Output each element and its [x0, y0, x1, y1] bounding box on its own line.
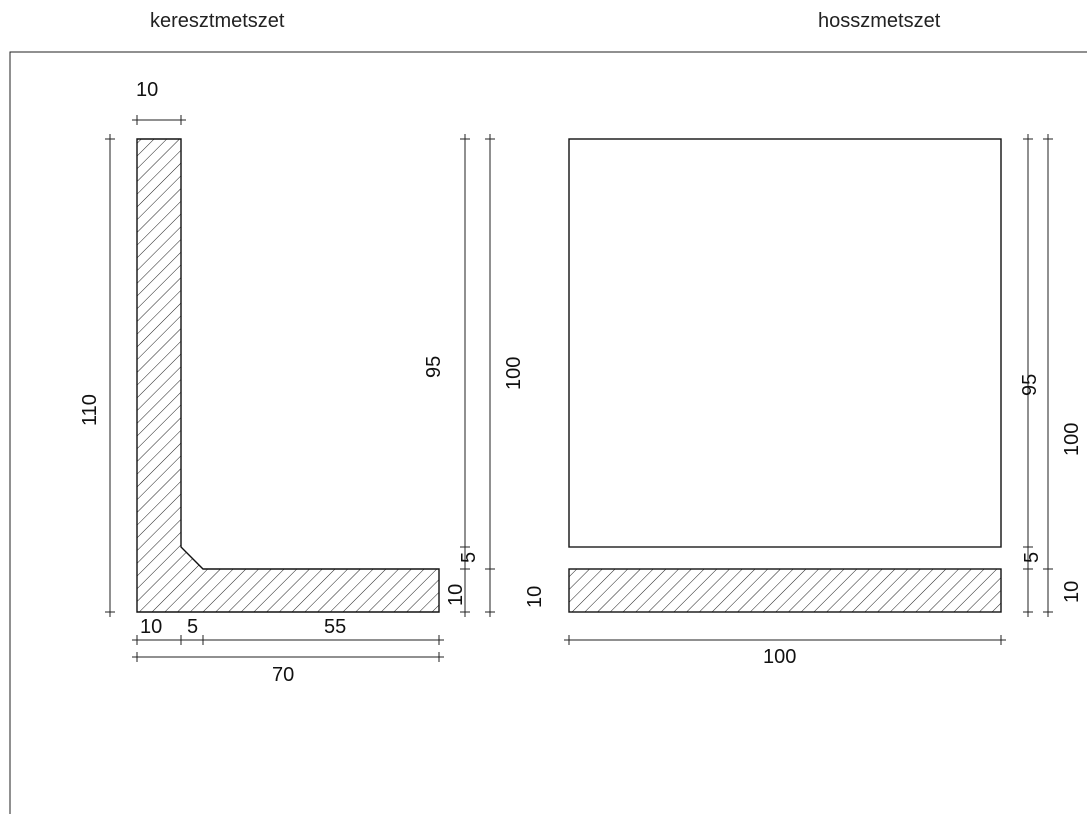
- label-long-left-10: 10: [524, 586, 546, 608]
- label-bottom-10: 10: [140, 616, 162, 638]
- longitudinal-section-title: hosszmetszet: [818, 10, 941, 32]
- label-bottom-5: 5: [187, 616, 198, 638]
- label-right-10: 10: [445, 584, 467, 606]
- sheet-frame: [9, 51, 1087, 814]
- label-long-right-10: 10: [1061, 581, 1083, 603]
- dim-total-height: [105, 134, 115, 617]
- dim-total-width: [132, 652, 444, 662]
- dim-long-bottom: [564, 635, 1006, 645]
- label-top-width: 10: [136, 79, 158, 101]
- dim-long-right-100: [1043, 134, 1053, 617]
- label-long-right-100: 100: [1061, 423, 1083, 456]
- dim-right-100: [485, 134, 495, 617]
- dim-bottom-chain: [132, 635, 444, 645]
- dim-top-width: [132, 115, 186, 125]
- dim-right-chain: [460, 134, 470, 617]
- label-right-100: 100: [503, 357, 525, 390]
- label-total-height: 110: [79, 394, 101, 426]
- label-bottom-55: 55: [324, 616, 346, 638]
- label-long-bottom-100: 100: [763, 646, 796, 668]
- cross-section-title: keresztmetszet: [150, 10, 285, 32]
- label-long-right-5: 5: [1021, 552, 1043, 563]
- label-right-5: 5: [458, 552, 480, 563]
- l-profile-section: [136, 138, 440, 613]
- label-long-right-95: 95: [1019, 374, 1041, 396]
- label-right-95: 95: [423, 356, 445, 378]
- wall-elevation: [568, 138, 1002, 548]
- label-total-width: 70: [272, 664, 294, 686]
- dim-long-right-chain: [1023, 134, 1033, 617]
- base-slab-section: [568, 568, 1002, 613]
